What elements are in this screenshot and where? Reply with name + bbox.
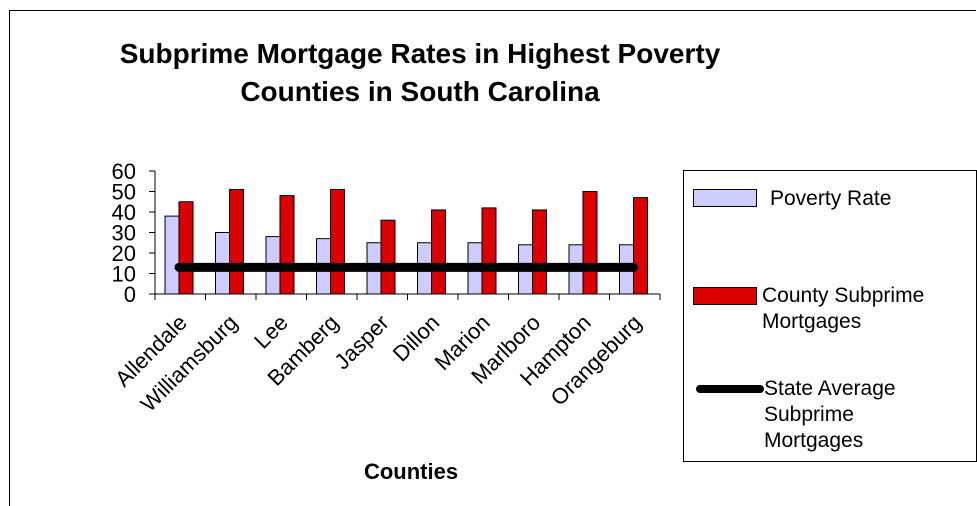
legend: Poverty Rate County Subprime Mortgages S… (683, 170, 977, 462)
bar-county-subprime (330, 188, 345, 295)
legend-line-state-average (696, 385, 764, 393)
bar-county-subprime (178, 201, 194, 295)
y-tick-label: 60 (112, 159, 136, 184)
y-tick-label: 10 (112, 262, 136, 287)
bar-poverty-rate (164, 215, 180, 295)
bar-county-subprime (532, 209, 547, 295)
y-tick-label: 30 (112, 221, 136, 246)
y-tick-label: 40 (112, 200, 136, 225)
y-tick-label: 20 (112, 241, 136, 266)
y-tick-label: 0 (124, 282, 136, 307)
bar-county-subprime (431, 209, 446, 295)
legend-swatch-county-subprime (693, 287, 757, 305)
bar-county-subprime (229, 188, 244, 295)
chart-title: Subprime Mortgage Rates in Highest Pover… (119, 38, 721, 107)
legend-label-state-average: State Average Subprime Mortgages (764, 377, 896, 452)
y-tick-label: 50 (112, 180, 136, 205)
bar-county-subprime (279, 195, 295, 295)
legend-swatch-poverty-rate (693, 189, 757, 207)
chart-frame (9, 10, 976, 506)
bar-county-subprime (481, 207, 497, 295)
bar-county-subprime (380, 219, 396, 295)
x-tick-label: Jasper (329, 310, 393, 374)
bar-county-subprime (582, 191, 598, 295)
bar-county-subprime (633, 197, 648, 295)
x-axis-label: Counties (364, 459, 458, 484)
x-tick-label: Lee (249, 310, 293, 354)
legend-label-poverty-rate: Poverty Rate (770, 187, 892, 210)
legend-label-county-subprime: County Subprime Mortgages (762, 284, 925, 333)
